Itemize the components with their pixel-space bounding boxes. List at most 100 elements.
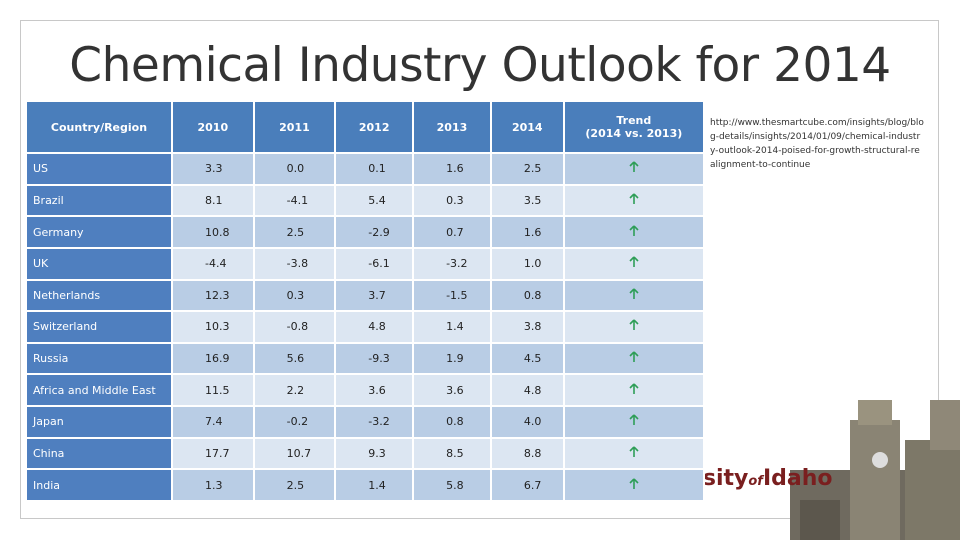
value-cell: 8.8 (489, 436, 565, 471)
value-cell: 7.4 (171, 405, 255, 439)
table-row: Germany 10.8 2.5 -2.9 0.7 1.6 (25, 215, 706, 249)
header-cell: 2012 (334, 100, 415, 154)
value-cell: 1.6 (489, 215, 565, 249)
slide-frame (20, 20, 939, 519)
source-url: http://www.thesmartcube.com/insights/blo… (710, 118, 924, 170)
value-cell: 3.6 (412, 373, 492, 407)
value-cell: 8.5 (412, 436, 492, 471)
trend-cell (562, 310, 706, 344)
value-cell: 4.8 (489, 373, 565, 407)
table-row: Switzerland 10.3 -0.8 4.8 1.4 3.8 (25, 310, 706, 344)
trend-arrow (629, 351, 639, 363)
value-cell: -6.1 (334, 246, 415, 281)
value-cell: 0.8 (412, 405, 492, 439)
row-label: Germany (25, 215, 173, 249)
value-cell: 2.5 (252, 468, 337, 502)
value-cell: 0.0 (252, 152, 337, 186)
trend-arrow (629, 478, 639, 489)
row-label: Russia (25, 341, 173, 376)
value-cell: 8.1 (171, 183, 255, 218)
table-row: Russia 16.9 5.6 -9.3 1.9 4.5 (25, 341, 706, 376)
trend-arrow (629, 256, 639, 268)
trend-arrow (629, 224, 639, 236)
value-cell: 0.3 (252, 278, 337, 313)
trend-arrow (629, 383, 639, 394)
value-cell: 0.3 (412, 183, 492, 218)
trend-cell (562, 436, 706, 471)
value-cell: -3.2 (412, 246, 492, 281)
trend-cell (562, 373, 706, 407)
value-cell: 16.9 (171, 341, 255, 376)
table-row: UK -4.4 -3.8 -6.1 -3.2 1.0 (25, 246, 706, 281)
row-label: Netherlands (25, 278, 173, 313)
header-cell: 2014 (489, 100, 565, 154)
value-cell: 3.8 (489, 310, 565, 344)
value-cell: 4.0 (489, 405, 565, 439)
trend-cell (562, 152, 706, 186)
header-cell: 2010 (171, 100, 255, 154)
value-cell: -2.9 (334, 215, 415, 249)
trend-arrow (629, 446, 639, 457)
trend-arrow (629, 288, 639, 299)
trend-cell (562, 468, 706, 502)
trend-cell (562, 183, 706, 218)
value-cell: 3.3 (171, 152, 255, 186)
table-row: Africa and Middle East 11.5 2.2 3.6 3.6 4.8 (25, 373, 706, 407)
value-cell: -1.5 (412, 278, 492, 313)
value-cell: 1.0 (489, 246, 565, 281)
value-cell: 9.3 (334, 436, 415, 471)
trend-arrow (629, 161, 639, 173)
value-cell: 10.3 (171, 310, 255, 344)
table-row: China 17.7 10.7 9.3 8.5 8.8 (25, 436, 706, 471)
trend-arrow (629, 193, 639, 204)
header-cell: 2011 (252, 100, 337, 154)
value-cell: 2.5 (252, 215, 337, 249)
table-row: Japan 7.4 -0.2 -3.2 0.8 4.0 (25, 405, 706, 439)
university-logo: rsityofIdaho (692, 466, 833, 491)
logo-text: Idaho (762, 466, 833, 491)
value-cell: 2.2 (252, 373, 337, 407)
table-row: Netherlands 12.3 0.3 3.7 -1.5 0.8 (25, 278, 706, 313)
value-cell: 1.4 (412, 310, 492, 344)
slide-title: Chemical Industry Outlook for 2014 (69, 38, 891, 93)
table-row: India 1.3 2.5 1.4 5.8 6.7 (25, 468, 706, 502)
header-cell: Trend (2014 vs. 2013) (562, 100, 706, 154)
value-cell: 17.7 (171, 436, 255, 471)
table-row: Brazil 8.1 -4.1 5.4 0.3 3.5 (25, 183, 706, 218)
row-label: US (25, 152, 173, 186)
value-cell: 0.1 (334, 152, 415, 186)
value-cell: 1.4 (334, 468, 415, 502)
value-cell: 3.7 (334, 278, 415, 313)
value-cell: 3.5 (489, 183, 565, 218)
value-cell: 1.6 (412, 152, 492, 186)
row-label: India (25, 468, 173, 502)
data-table: Country/Region 2010 2011 2012 2013 2014 Trend … (25, 100, 706, 502)
value-cell: -4.1 (252, 183, 337, 218)
logo-text: of (748, 474, 763, 489)
value-cell: 5.6 (252, 341, 337, 376)
row-label: UK (25, 246, 173, 281)
value-cell: 1.3 (171, 468, 255, 502)
value-cell: 2.5 (489, 152, 565, 186)
value-cell: 5.8 (412, 468, 492, 502)
row-label: Switzerland (25, 310, 173, 344)
trend-cell (562, 215, 706, 249)
value-cell: -3.8 (252, 246, 337, 281)
value-cell: 1.9 (412, 341, 492, 376)
value-cell: -9.3 (334, 341, 415, 376)
value-cell: 10.8 (171, 215, 255, 249)
header-cell: Country/Region (25, 100, 173, 154)
trend-cell (562, 341, 706, 376)
value-cell: 0.7 (412, 215, 492, 249)
header-cell: 2013 (412, 100, 492, 154)
table-row: US 3.3 0.0 0.1 1.6 2.5 (25, 152, 706, 186)
trend-cell (562, 246, 706, 281)
value-cell: -0.2 (252, 405, 337, 439)
trend-cell (562, 278, 706, 313)
row-label: Africa and Middle East (25, 373, 173, 407)
value-cell: 6.7 (489, 468, 565, 502)
row-label: China (25, 436, 173, 471)
value-cell: 4.8 (334, 310, 415, 344)
